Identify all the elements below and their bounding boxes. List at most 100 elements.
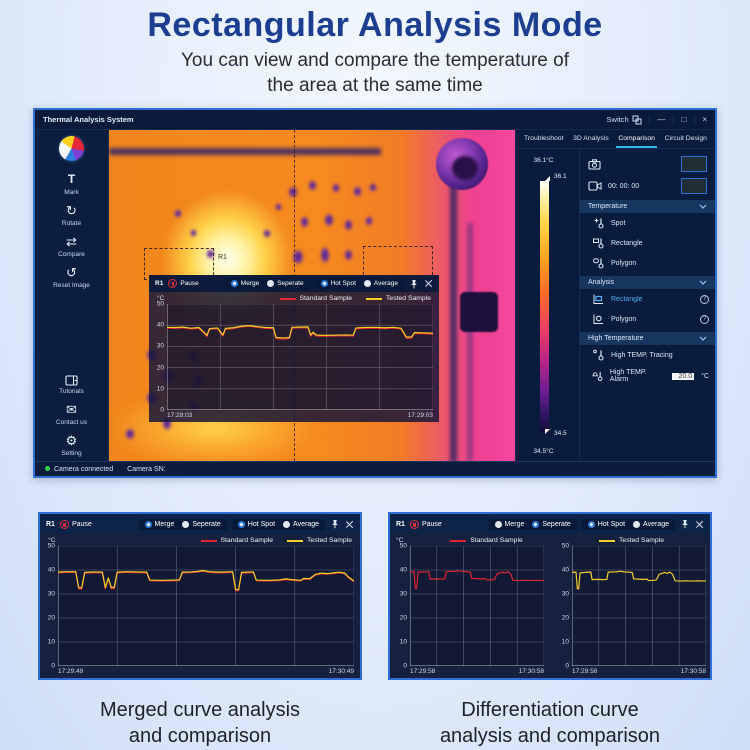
tested-sample-chart: 50 40 30 20 10 0 17:29:58 17:30:58 <box>554 543 708 678</box>
help-icon[interactable]: ? <box>700 314 709 324</box>
analysis-overlay-panel: R1 Pause Merge Seperate Hot Spot Average <box>149 275 439 422</box>
y-tick-label: 40 <box>561 566 569 574</box>
y-tick-label: 40 <box>399 566 407 574</box>
close-icon[interactable] <box>345 520 354 529</box>
page-subtitle-line1: You can view and compare the temperature… <box>181 50 569 71</box>
analysis-polygon-icon <box>593 314 603 324</box>
y-tick-label: 50 <box>399 542 407 550</box>
alarm-threshold-input[interactable]: 20.0 <box>672 372 695 380</box>
pin-icon[interactable] <box>409 279 419 289</box>
rotate-icon: ↻ <box>66 203 77 218</box>
stat-mode-group: Hot Spot Average <box>581 518 675 530</box>
seperate-radio[interactable]: Seperate <box>182 520 221 528</box>
pin-icon[interactable] <box>680 519 690 529</box>
colorbar-max-tick: 36.1 <box>554 173 567 180</box>
tool-mark[interactable]: T Mark <box>64 172 79 197</box>
control-panel: 00: 00: 00 Temperature Spot <box>580 149 715 461</box>
right-panel-area: Troubleshoot 3D Analysis Comparison Circ… <box>515 130 715 461</box>
maximize-button[interactable]: □ <box>681 115 687 124</box>
high-temp-alarm[interactable]: High TEMP. Alarm 20.0 °C <box>580 365 715 387</box>
tool-setting[interactable]: ⚙ Setting <box>61 433 82 457</box>
y-tick-label: 40 <box>47 566 55 574</box>
temp-item-polygon[interactable]: Polygon <box>580 253 715 273</box>
chevron-down-icon <box>699 336 707 341</box>
chevron-down-icon <box>699 204 707 209</box>
chart-legend: Standard Sample Tested Sample <box>200 537 352 544</box>
merge-radio[interactable]: Merge <box>144 520 174 528</box>
tab-circuit-design[interactable]: Circuit Design <box>664 134 707 142</box>
setting-gear-icon: ⚙ <box>65 433 78 448</box>
tool-rotate[interactable]: ↻ Rotate <box>61 203 82 227</box>
average-radio[interactable]: Average <box>283 520 319 528</box>
x-start-label: 17:29:49 <box>58 668 84 675</box>
analysis-rectangle-icon <box>593 294 603 304</box>
seperate-radio[interactable]: Seperate <box>532 520 571 528</box>
stat-mode-group: Hot Spot Average <box>231 518 325 530</box>
y-tick-label: 20 <box>156 364 164 372</box>
average-radio[interactable]: Average <box>363 280 398 287</box>
tab-3d-analysis[interactable]: 3D Analysis <box>573 134 609 142</box>
x-end-label: 17:29:03 <box>407 412 433 419</box>
hot-spot-radio[interactable]: Hot Spot <box>587 520 625 528</box>
merge-radio[interactable]: Merge <box>230 280 259 287</box>
y-axis-unit: °C <box>157 295 165 302</box>
tab-troubleshoot[interactable]: Troubleshoot <box>524 134 564 142</box>
panel-header: R1 Pause Merge Seperate Hot Spot Average <box>40 514 360 534</box>
analysis-item-rectangle[interactable]: Rectangle ? <box>580 289 715 309</box>
pause-button[interactable]: Pause <box>409 519 442 529</box>
caption-merged: Merged curve analysis and comparison <box>99 699 301 747</box>
tab-comparison[interactable]: Comparison <box>616 130 657 148</box>
colorbar-max-marker <box>545 176 550 181</box>
video-icon[interactable] <box>588 181 602 191</box>
pin-icon[interactable] <box>330 519 340 529</box>
x-start-label: 17:29:58 <box>572 668 598 675</box>
record-thumbnail[interactable] <box>681 178 707 194</box>
seperate-radio[interactable]: Seperate <box>267 280 304 287</box>
average-radio[interactable]: Average <box>633 520 669 528</box>
close-icon[interactable] <box>424 279 433 288</box>
temp-item-rectangle[interactable]: Rectangle <box>580 233 715 253</box>
thermal-image-view[interactable]: R1 R1 Pause Merge Seperate Hot Spot <box>109 130 515 461</box>
pause-icon <box>168 279 178 288</box>
camera-status: Camera connected <box>54 465 114 473</box>
chart-legend: Standard Sample <box>414 537 559 544</box>
tool-reset-image[interactable]: ↺ Reset Image <box>53 265 90 289</box>
tool-contact-us[interactable]: ✉ Contact us <box>55 402 88 426</box>
help-icon[interactable]: ? <box>700 294 709 304</box>
switch-button[interactable]: Switch <box>607 115 642 125</box>
tool-tutorials[interactable]: Tutorials <box>59 375 84 395</box>
stat-mode-group: Hot Spot Average <box>314 278 404 289</box>
analysis-item-polygon[interactable]: Polygon ? <box>580 309 715 329</box>
pause-button[interactable]: Pause <box>168 279 199 288</box>
hot-spot-radio[interactable]: Hot Spot <box>320 280 356 287</box>
camera-icon[interactable] <box>588 158 601 170</box>
pause-icon <box>409 519 419 529</box>
x-end-label: 17:30:58 <box>680 668 706 675</box>
high-temp-tracing[interactable]: High TEMP. Tracing <box>580 345 715 365</box>
display-mode-group: Merge Seperate <box>224 278 310 289</box>
roi-name: R1 <box>155 280 164 287</box>
palette-icon[interactable] <box>59 136 84 161</box>
merged-temperature-chart: 50 40 30 20 10 0 17:29:49 17:30:49 <box>40 542 360 678</box>
tracing-thermometer-icon <box>593 349 604 361</box>
mark-icon: T <box>67 172 76 186</box>
merge-radio[interactable]: Merge <box>494 520 524 528</box>
minimize-button[interactable]: — <box>657 115 666 124</box>
hot-spot-radio[interactable]: Hot Spot <box>237 520 275 528</box>
y-tick-label: 50 <box>47 542 55 550</box>
x-start-label: 17:29:58 <box>410 668 436 675</box>
snapshot-row <box>580 153 715 175</box>
tool-compare[interactable]: ⇄ Compare <box>58 234 85 258</box>
section-high-temperature[interactable]: High Temperature <box>580 332 715 345</box>
close-button[interactable]: × <box>702 115 707 124</box>
section-analysis[interactable]: Analysis <box>580 276 715 289</box>
chart-legend: Tested Sample <box>559 537 704 544</box>
snapshot-thumbnail[interactable] <box>681 156 707 172</box>
temp-item-spot[interactable]: Spot <box>580 213 715 233</box>
colorbar-gradient[interactable] <box>540 181 549 433</box>
section-temperature[interactable]: Temperature <box>580 200 715 213</box>
pause-button[interactable]: Pause <box>59 519 92 529</box>
alarm-bell-icon <box>592 371 603 382</box>
close-icon[interactable] <box>695 520 704 529</box>
separate-curve-panel: R1 Pause Merge Seperate Hot Spot Average… <box>388 512 712 680</box>
